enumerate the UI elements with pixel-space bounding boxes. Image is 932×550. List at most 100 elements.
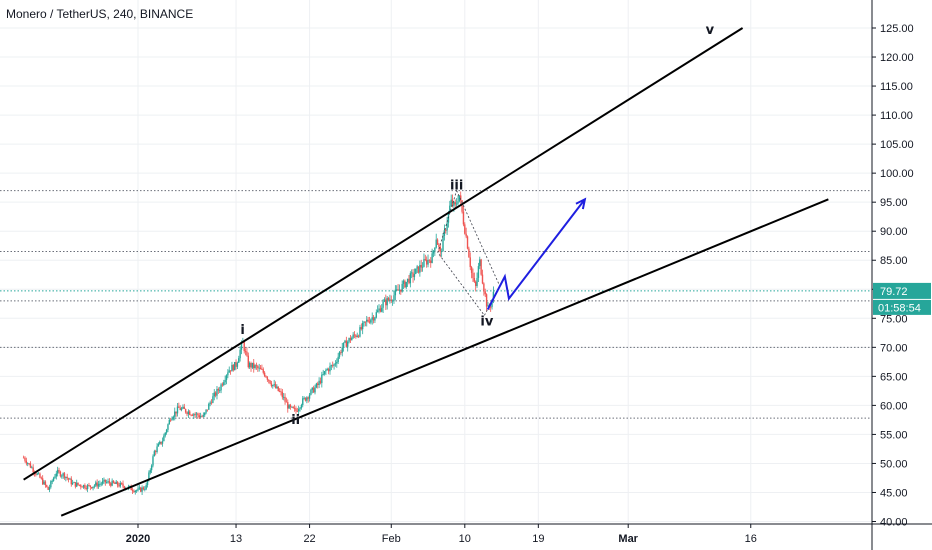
candle-body bbox=[157, 443, 160, 447]
candle-body bbox=[56, 470, 59, 474]
candle-body bbox=[115, 481, 117, 484]
candle-body bbox=[269, 380, 271, 384]
candle-body bbox=[233, 362, 236, 371]
candle-body bbox=[468, 248, 470, 258]
candle-body bbox=[323, 371, 326, 375]
y-tick-label: 100.00 bbox=[880, 168, 914, 180]
candle-body bbox=[231, 364, 233, 372]
candle-body bbox=[465, 233, 467, 237]
candle-body bbox=[250, 363, 252, 368]
y-tick-label: 60.00 bbox=[880, 400, 908, 412]
candle-body bbox=[428, 259, 431, 261]
candle-body bbox=[333, 364, 335, 366]
x-tick-label: 22 bbox=[303, 533, 315, 545]
candle-body bbox=[92, 486, 94, 489]
candle-body bbox=[174, 411, 176, 417]
candle-body bbox=[160, 441, 162, 444]
candle-body bbox=[412, 272, 414, 278]
candle-body bbox=[257, 366, 259, 369]
candle-body bbox=[198, 415, 200, 418]
candle-body bbox=[371, 317, 373, 320]
candle-body bbox=[80, 485, 82, 487]
candle-body bbox=[96, 482, 98, 487]
candle-body bbox=[489, 306, 492, 308]
candle-body bbox=[404, 280, 406, 288]
candle-body bbox=[321, 374, 323, 384]
y-tick-label: 115.00 bbox=[880, 81, 913, 93]
candle-body bbox=[52, 478, 55, 481]
last-price-badge bbox=[873, 282, 931, 299]
candle-body bbox=[172, 416, 175, 419]
candle-body bbox=[293, 408, 296, 409]
candle-body bbox=[112, 480, 115, 483]
candle-body bbox=[378, 308, 380, 311]
candle-body bbox=[205, 409, 207, 413]
candle-body bbox=[357, 335, 360, 337]
candle-body bbox=[341, 347, 343, 353]
candle-body bbox=[111, 480, 113, 486]
candle-body bbox=[406, 278, 409, 282]
candle-body bbox=[240, 341, 243, 350]
y-tick-label: 85.00 bbox=[880, 255, 908, 267]
candle-body bbox=[419, 264, 421, 273]
candle-body bbox=[423, 259, 425, 267]
candle-body bbox=[65, 476, 67, 478]
candle-body bbox=[137, 488, 139, 491]
candle-body bbox=[484, 291, 486, 295]
wave-label: v bbox=[706, 23, 715, 38]
candle-body bbox=[161, 441, 164, 444]
candle-body bbox=[67, 478, 70, 480]
candle-body bbox=[393, 295, 395, 301]
candle-body bbox=[194, 414, 196, 415]
candle-body bbox=[382, 301, 384, 308]
candle-body bbox=[122, 483, 124, 487]
candle-body bbox=[391, 300, 394, 302]
candle-body bbox=[244, 351, 247, 352]
candle-body bbox=[332, 365, 334, 367]
candle-body bbox=[74, 482, 77, 487]
drawing-overlays bbox=[23, 27, 829, 517]
candle-body bbox=[169, 419, 172, 421]
candle-body bbox=[155, 451, 157, 452]
candle-body bbox=[295, 408, 297, 411]
candle-body bbox=[131, 490, 134, 492]
candle-body bbox=[413, 273, 416, 278]
candle-body bbox=[274, 384, 277, 388]
candle-body bbox=[394, 289, 397, 296]
candle-body bbox=[390, 299, 392, 302]
candle-body bbox=[261, 369, 263, 370]
candle-body bbox=[311, 387, 313, 390]
candle-body bbox=[386, 298, 388, 306]
candle-body bbox=[55, 473, 57, 477]
candle-body bbox=[258, 367, 260, 369]
time-axis-bg bbox=[0, 524, 932, 550]
candle-body bbox=[289, 405, 292, 408]
candle-body bbox=[363, 321, 365, 324]
candle-body bbox=[104, 479, 107, 483]
candle-body bbox=[36, 473, 38, 475]
channel-line-lower bbox=[60, 198, 829, 517]
candle-body bbox=[93, 485, 96, 487]
candle-body bbox=[487, 305, 489, 307]
candle-body bbox=[206, 409, 209, 411]
candle-body bbox=[375, 312, 377, 318]
candle-body bbox=[130, 485, 132, 491]
candle-body bbox=[28, 463, 30, 465]
candle-body bbox=[368, 321, 371, 323]
correction-box bbox=[437, 189, 501, 317]
candle-body bbox=[179, 407, 181, 411]
candle-body bbox=[315, 383, 318, 388]
candle-body bbox=[402, 280, 405, 284]
candle-body bbox=[416, 266, 418, 269]
candle-body bbox=[227, 372, 229, 376]
x-tick-label: 13 bbox=[230, 533, 242, 545]
candle-body bbox=[352, 334, 354, 338]
y-tick-label: 50.00 bbox=[880, 458, 908, 470]
candle-body bbox=[212, 396, 214, 403]
candle-body bbox=[349, 338, 352, 341]
candle-body bbox=[372, 317, 375, 321]
candle-body bbox=[101, 481, 104, 484]
candle-body bbox=[337, 356, 339, 362]
candle-body bbox=[280, 391, 282, 393]
